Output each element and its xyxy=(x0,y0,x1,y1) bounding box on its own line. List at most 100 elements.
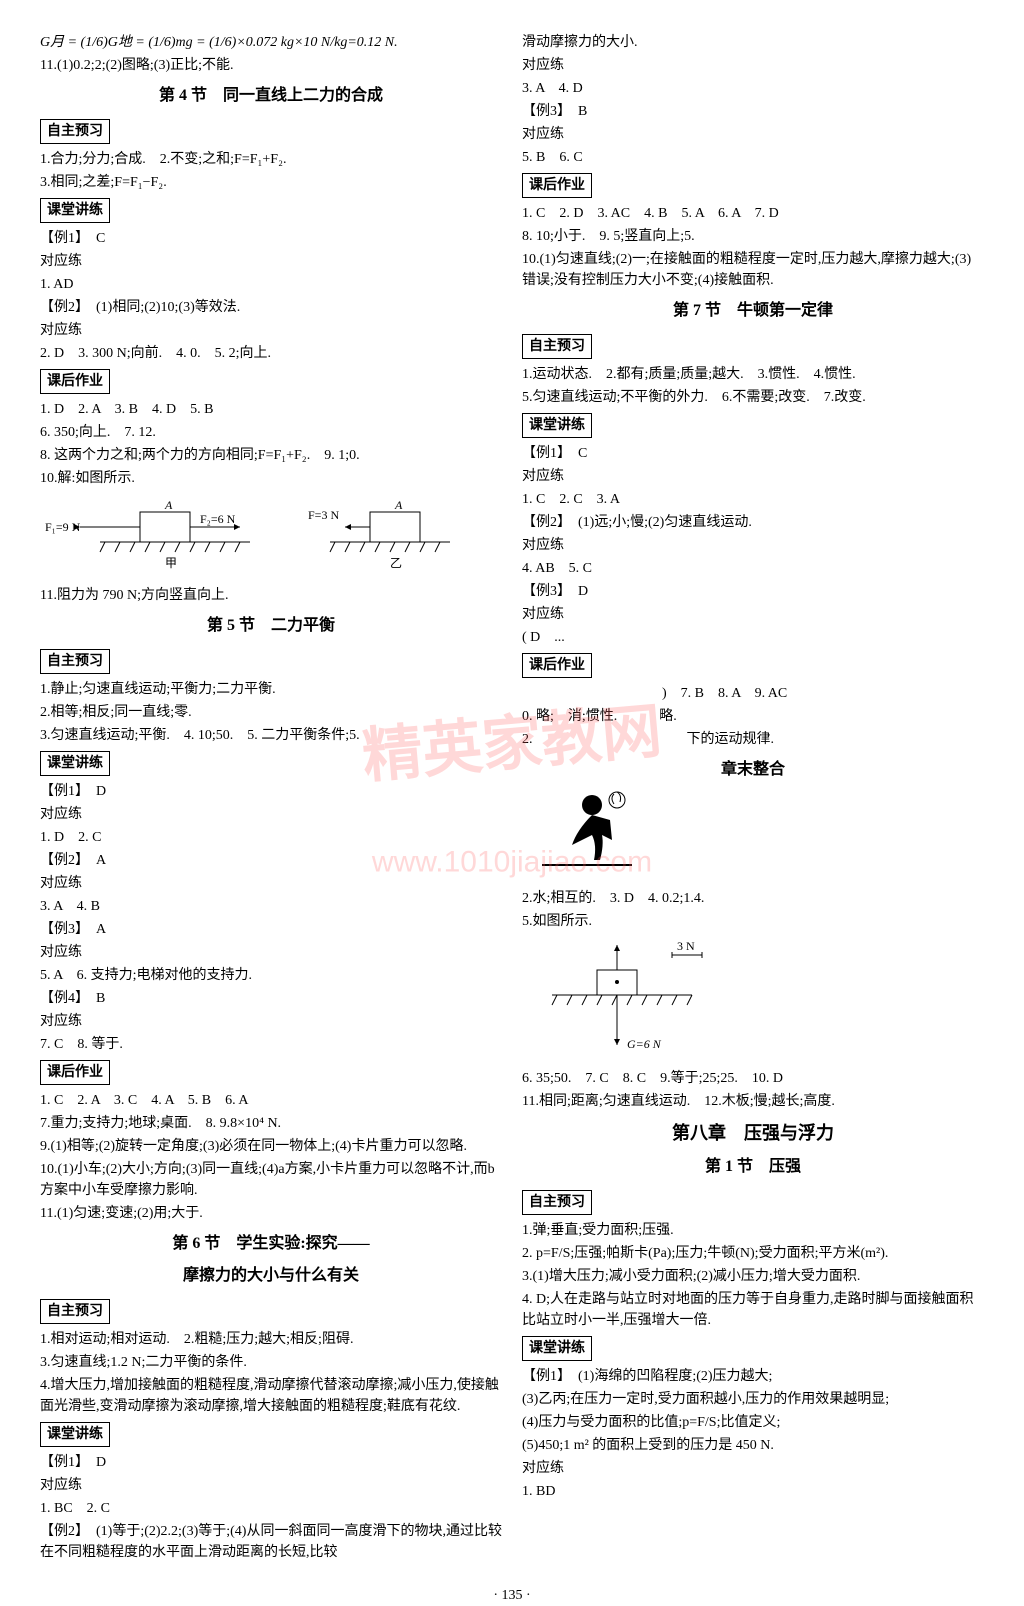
ch8-c5: 对应练 xyxy=(522,1458,984,1479)
sec5-h3: 9.(1)相等;(2)旋转一定角度;(3)必须在同一物体上;(4)卡片重力可以忽… xyxy=(40,1136,502,1157)
sec6-c1: 【例1】 D xyxy=(40,1452,502,1473)
box-hw-7: 课后作业 xyxy=(522,653,592,678)
sec5-c9: 5. A 6. 支持力;电梯对他的支持力. xyxy=(40,965,502,986)
label-g6n: G=6 N xyxy=(627,1037,662,1051)
sec6-p2: 3.匀速直线;1.2 N;二力平衡的条件. xyxy=(40,1352,502,1373)
page-columns: G月 = (1/6)G地 = (1/6)mg = (1/6)×0.072 kg×… xyxy=(40,30,984,1565)
sec5-c5: 对应练 xyxy=(40,873,502,894)
ch8-c4: (5)450;1 m² 的面积上受到的压力是 450 N. xyxy=(522,1435,984,1456)
box-class-6: 课堂讲练 xyxy=(40,1422,110,1447)
sec6-p1: 1.相对运动;相对运动. 2.粗糙;压力;越大;相反;阻碍. xyxy=(40,1329,502,1350)
r-top1: 滑动摩擦力的大小. xyxy=(522,32,984,53)
sec7-p1: 1.运动状态. 2.都有;质量;质量;越大. 3.惯性. 4.惯性. xyxy=(522,364,984,385)
sec6-h2: 8. 10;小于. 9. 5;竖直向上;5. xyxy=(522,226,984,247)
sec7-c1: 【例1】 C xyxy=(522,443,984,464)
sec7-c7: 【例3】 D xyxy=(522,581,984,602)
sec5-h4: 10.(1)小车;(2)大小;方向;(3)同一直线;(4)a方案,小卡片重力可以… xyxy=(40,1159,502,1201)
sec6-p3: 4.增大压力,增加接触面的粗糙程度,滑动摩擦代替滚动摩擦;减小压力,使接触面光滑… xyxy=(40,1375,502,1417)
chapter-title: 章末整合 xyxy=(522,758,984,782)
r-top3: 3. A 4. D xyxy=(522,78,984,99)
sec6-c2: 对应练 xyxy=(40,1475,502,1496)
sec7-c3: 1. C 2. C 3. A xyxy=(522,489,984,510)
sec7-c6: 4. AB 5. C xyxy=(522,558,984,579)
sec7-hp3: 2. 下的运动规律. xyxy=(522,729,984,750)
r-top4: 【例3】 B xyxy=(522,101,984,122)
formula: G月 = (1/6)G地 = (1/6)mg = (1/6)×0.072 kg×… xyxy=(40,32,502,53)
ch-l4: 11.相同;距离;匀速直线运动. 12.木板;慢;越长;高度. xyxy=(522,1091,984,1112)
ch8-c2: (3)乙丙;在压力一定时,受力面积越小,压力的作用效果越明显; xyxy=(522,1389,984,1410)
box-hw-5: 课后作业 xyxy=(40,1060,110,1085)
sec5-title: 第 5 节 二力平衡 xyxy=(40,614,502,638)
box-hw: 课后作业 xyxy=(40,369,110,394)
ch-l3: 6. 35;50. 7. C 8. C 9.等于;25;25. 10. D xyxy=(522,1068,984,1089)
sec6-h1: 1. C 2. D 3. AC 4. B 5. A 6. A 7. D xyxy=(522,203,984,224)
sec6-c4: 【例2】 (1)等于;(2)2.2;(3)等于;(4)从同一斜面同一高度滑下的物… xyxy=(40,1521,502,1563)
left-column: G月 = (1/6)G地 = (1/6)mg = (1/6)×0.072 kg×… xyxy=(40,30,502,1565)
sec5-c10: 【例4】 B xyxy=(40,988,502,1009)
q11: 11.(1)0.2;2;(2)图略;(3)正比;不能. xyxy=(40,55,502,76)
sec7-c8: 对应练 xyxy=(522,604,984,625)
label-f: F=3 N xyxy=(308,508,339,522)
sec5-p2: 2.相等;相反;同一直线;零. xyxy=(40,702,502,723)
ch8-1-title: 第 1 节 压强 xyxy=(522,1155,984,1179)
label-a2: A xyxy=(394,498,403,512)
label-yi: 乙 xyxy=(390,556,402,570)
force-diagram: A F₁=9 N F₂=6 N 甲 A F=3 N xyxy=(40,497,502,577)
ch-l1: 2.水;相互的. 3. D 4. 0.2;1.4. xyxy=(522,888,984,909)
page-number: · 135 · xyxy=(40,1585,984,1606)
sec6-c3: 1. BC 2. C xyxy=(40,1498,502,1519)
ch8-title: 第八章 压强与浮力 xyxy=(522,1120,984,1147)
sec4-class-1: 【例1】 C xyxy=(40,228,502,249)
sec5-c11: 对应练 xyxy=(40,1011,502,1032)
sec5-h2: 7.重力;支持力;地球;桌面. 8. 9.8×10⁴ N. xyxy=(40,1113,502,1134)
sec4-hw-2: 6. 350;向上. 7. 12. xyxy=(40,422,502,443)
sec5-c1: 【例1】 D xyxy=(40,781,502,802)
box-preview: 自主预习 xyxy=(40,119,110,144)
sec4-hw-11: 11.阻力为 790 N;方向竖直向上. xyxy=(40,585,502,606)
ch8-c3: (4)压力与受力面积的比值;p=F/S;比值定义; xyxy=(522,1412,984,1433)
sec4-class-6: 2. D 3. 300 N;向前. 4. 0. 5. 2;向上. xyxy=(40,343,502,364)
sec7-hp2: 0. 略; 消;惯性. 略. xyxy=(522,706,984,727)
sec5-p1: 1.静止;匀速直线运动;平衡力;二力平衡. xyxy=(40,679,502,700)
sec4-preview-1: 1.合力;分力;合成. 2.不变;之和;F=F₁+F₂. xyxy=(40,149,502,170)
box-hw-6r: 课后作业 xyxy=(522,173,592,198)
sec7-c9: ( D ... xyxy=(522,627,984,648)
sec4-hw-4: 10.解:如图所示. xyxy=(40,468,502,489)
sec7-c5: 对应练 xyxy=(522,535,984,556)
label-f2: F₂=6 N xyxy=(200,512,236,526)
sec5-c7: 【例3】 A xyxy=(40,919,502,940)
ch8-p4: 4. D;人在走路与站立时对地面的压力等于自身重力,走路时脚与面接触面积比站立时… xyxy=(522,1289,984,1331)
ch8-p1: 1.弹;垂直;受力面积;压强. xyxy=(522,1220,984,1241)
box-class: 课堂讲练 xyxy=(40,198,110,223)
label-jia: 甲 xyxy=(165,556,177,570)
label-3n: 3 N xyxy=(677,940,695,953)
sec7-hp1: ) 7. B 8. A 9. AC xyxy=(522,683,984,704)
sec5-h5: 11.(1)匀速;变速;(2)用;大于. xyxy=(40,1203,502,1224)
sec4-preview-2: 3.相同;之差;F=F₁−F₂. xyxy=(40,172,502,193)
ch8-c1: 【例1】 (1)海绵的凹陷程度;(2)压力越大; xyxy=(522,1366,984,1387)
sec4-hw-1: 1. D 2. A 3. B 4. D 5. B xyxy=(40,399,502,420)
sec4-title: 第 4 节 同一直线上二力的合成 xyxy=(40,84,502,108)
box-preview-7: 自主预习 xyxy=(522,334,592,359)
box-class-5: 课堂讲练 xyxy=(40,751,110,776)
sec7-c4: 【例2】 (1)远;小;慢;(2)匀速直线运动. xyxy=(522,512,984,533)
diagram-svg: A F₁=9 N F₂=6 N 甲 A F=3 N xyxy=(40,497,460,577)
label-a1: A xyxy=(164,498,173,512)
ch8-p3: 3.(1)增大压力;减小受力面积;(2)减小压力;增大受力面积. xyxy=(522,1266,984,1287)
sec5-p3: 3.匀速直线运动;平衡. 4. 10;50. 5. 二力平衡条件;5. xyxy=(40,725,502,746)
sec6-title: 第 6 节 学生实验:探究—— xyxy=(40,1232,502,1256)
sec5-c6: 3. A 4. B xyxy=(40,896,502,917)
sec5-c2: 对应练 xyxy=(40,804,502,825)
box-class-8: 课堂讲练 xyxy=(522,1336,592,1361)
person-svg xyxy=(522,790,642,880)
ch-l2: 5.如图所示. xyxy=(522,911,984,932)
sec5-c3: 1. D 2. C xyxy=(40,827,502,848)
sec7-title: 第 7 节 牛顿第一定律 xyxy=(522,299,984,323)
ch8-p2: 2. p=F/S;压强;帕斯卡(Pa);压力;牛顿(N);受力面积;平方米(m²… xyxy=(522,1243,984,1264)
ch8-c6: 1. BD xyxy=(522,1481,984,1502)
box-preview-5: 自主预习 xyxy=(40,649,110,674)
sec7-p2: 5.匀速直线运动;不平衡的外力. 6.不需要;改变. 7.改变. xyxy=(522,387,984,408)
label-f1: F₁=9 N xyxy=(45,520,81,534)
sec5-c12: 7. C 8. 等于. xyxy=(40,1034,502,1055)
figure-person xyxy=(522,790,984,880)
